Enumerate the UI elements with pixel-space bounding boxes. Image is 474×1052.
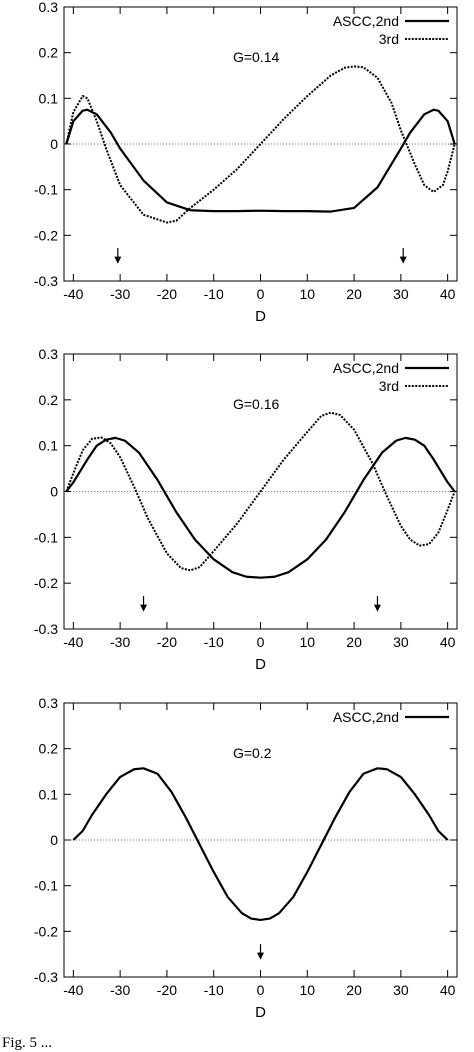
figure-caption: Fig. 5 ...: [2, 1035, 53, 1051]
down-arrow-head-icon: [114, 256, 122, 264]
y-tick-label: -0.1: [34, 878, 58, 894]
x-tick-label: 20: [346, 982, 362, 998]
x-tick-label: 20: [346, 286, 362, 302]
series-line-second: [65, 108, 456, 213]
x-tick-label: -10: [204, 634, 224, 650]
x-tick-label: -20: [157, 982, 177, 998]
legend-label: 3rd: [379, 378, 399, 394]
legend-label: ASCC,2nd: [333, 709, 399, 725]
x-tick-label: 30: [393, 982, 409, 998]
x-tick-label: -10: [204, 982, 224, 998]
chart-panel-2: -0.3 -0.2 -0.1 0 0.1 0.2 0.3 -40 -30 -20 -10 0 10 20 3…: [34, 346, 458, 673]
series-line-third: [65, 65, 456, 224]
y-tick-label: -0.3: [34, 273, 58, 289]
down-arrow-head-icon: [399, 256, 407, 264]
chart-panel-3: -0.3 -0.2 -0.1 0 0.1 0.2 0.3 -40 -30 -20 -10 0 10 20 3…: [34, 695, 458, 1021]
legend-label: ASCC,2nd: [333, 13, 399, 29]
y-tick-label: 0.1: [39, 90, 59, 106]
x-tick-label: 30: [393, 634, 409, 650]
y-tick-label: -0.2: [34, 923, 58, 939]
down-arrow-head-icon: [140, 604, 148, 612]
x-axis-title: D: [255, 656, 266, 673]
y-tick-label: 0.1: [39, 438, 59, 454]
y-tick-label: 0.2: [39, 392, 59, 408]
series-line-third: [65, 411, 456, 572]
x-axis-title: D: [255, 308, 266, 325]
y-tick-label: 0.3: [39, 695, 59, 711]
x-tick-label: -20: [157, 634, 177, 650]
x-axis-title: D: [255, 1004, 266, 1021]
x-tick-label: -10: [204, 286, 224, 302]
x-tick-label: -40: [63, 286, 83, 302]
y-tick-label: 0.2: [39, 45, 59, 61]
x-tick-label: 10: [299, 982, 315, 998]
x-tick-label: -30: [110, 286, 130, 302]
y-tick-label: -0.2: [34, 575, 58, 591]
x-tick-label: 30: [393, 286, 409, 302]
x-tick-label: -40: [63, 634, 83, 650]
x-tick-label: -40: [63, 982, 83, 998]
g-value-annotation: G=0.14: [233, 49, 280, 65]
g-value-annotation: G=0.2: [233, 745, 272, 761]
legend-label: 3rd: [379, 31, 399, 47]
y-tick-label: 0: [50, 136, 58, 152]
series-line-second: [72, 767, 449, 922]
x-tick-label: -30: [110, 634, 130, 650]
y-tick-label: 0.2: [39, 741, 59, 757]
y-tick-label: -0.2: [34, 227, 58, 243]
y-tick-label: 0.3: [39, 346, 59, 362]
y-tick-label: 0: [50, 832, 58, 848]
series-line-second: [65, 436, 456, 579]
down-arrow-head-icon: [373, 604, 381, 612]
y-tick-label: 0.1: [39, 786, 59, 802]
x-tick-label: 40: [440, 286, 456, 302]
chart-panel-1: -0.3 -0.2 -0.1 0 0.1 0.2 0.3 -40 -30 -20 -10 0 10 20 3…: [34, 0, 458, 325]
y-tick-label: -0.1: [34, 182, 58, 198]
y-tick-label: -0.1: [34, 529, 58, 545]
y-tick-label: 0: [50, 484, 58, 500]
x-tick-label: 40: [440, 982, 456, 998]
x-tick-label: 0: [257, 982, 265, 998]
y-tick-label: 0.3: [39, 0, 59, 15]
x-tick-label: 20: [346, 634, 362, 650]
y-tick-label: -0.3: [34, 621, 58, 637]
y-tick-label: -0.3: [34, 969, 58, 985]
x-tick-label: 40: [440, 634, 456, 650]
down-arrow-head-icon: [257, 952, 264, 960]
x-tick-label: -30: [110, 982, 130, 998]
g-value-annotation: G=0.16: [233, 396, 280, 412]
x-tick-label: 10: [299, 286, 315, 302]
x-tick-label: 0: [257, 634, 265, 650]
x-tick-label: 10: [299, 634, 315, 650]
x-tick-label: 0: [257, 286, 265, 302]
x-tick-label: -20: [157, 286, 177, 302]
legend-label: ASCC,2nd: [333, 360, 399, 376]
